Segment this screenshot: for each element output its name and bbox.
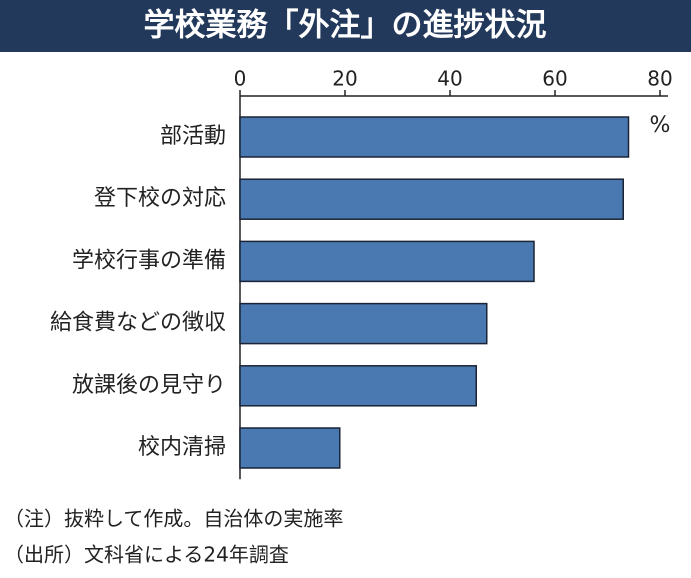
title-bar <box>0 0 691 52</box>
bar <box>239 116 630 158</box>
bar <box>239 365 477 407</box>
bar <box>239 427 341 469</box>
bar <box>239 302 488 345</box>
y-tick-label: 学校行事の準備 <box>72 248 226 273</box>
x-tick-label: 60 <box>542 67 567 91</box>
y-tick-label: 放課後の見守り <box>72 373 226 398</box>
chart-title: 学校業務「外注」の進捗状況 <box>144 8 547 44</box>
y-tick-label: 登下校の対応 <box>94 186 226 211</box>
y-tick-label: 給食費などの徴収 <box>50 311 226 336</box>
unit-label: % <box>650 113 671 138</box>
footnote: （注）抜粋して作成。自治体の実施率 <box>4 507 343 531</box>
y-tick-label: 校内清掃 <box>138 435 226 460</box>
x-tick-label: 20 <box>332 67 357 91</box>
x-tick-label: 0 <box>234 67 247 91</box>
x-tick-label: 80 <box>647 67 672 91</box>
bar <box>239 240 535 283</box>
y-tick-label: 部活動 <box>160 124 226 149</box>
bar <box>239 178 624 220</box>
x-tick-label: 40 <box>437 67 462 91</box>
footnote: （出所）文科省による24年調査 <box>4 543 289 567</box>
